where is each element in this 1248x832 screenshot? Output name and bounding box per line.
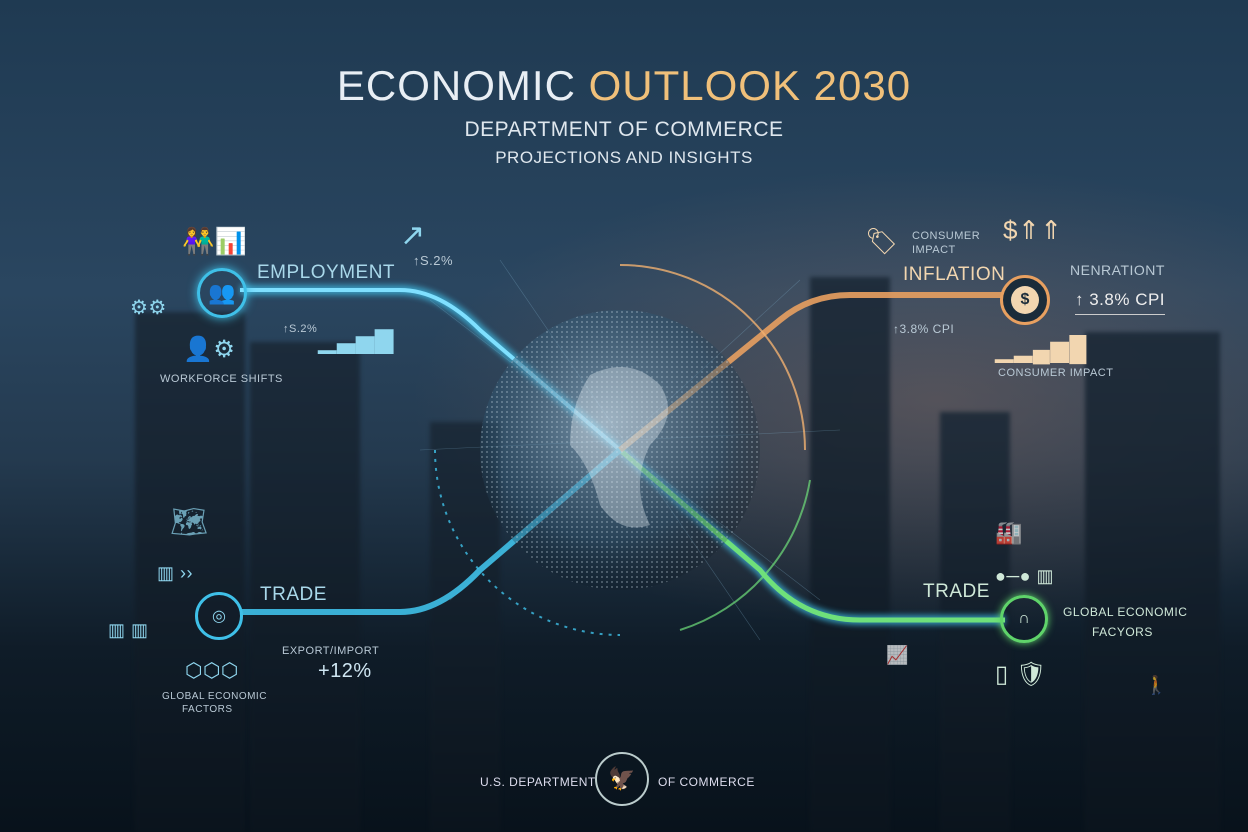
inflation-node: $ bbox=[1000, 275, 1050, 325]
employment-value: ↑S.2% bbox=[283, 323, 318, 335]
trade-left-node: ◎ bbox=[195, 592, 243, 640]
trade-right-node: ∩ bbox=[1000, 595, 1048, 643]
person-gear-icon: 👤⚙ bbox=[183, 336, 236, 363]
page-title: ECONOMIC OUTLOOK 2030 bbox=[0, 62, 1248, 110]
tablet-shield-icons: ▯ 🛡 bbox=[995, 661, 1047, 688]
building bbox=[135, 312, 245, 832]
consumer-impact-line1: CONSUMER bbox=[912, 230, 981, 242]
line-chart-icon: 📈 bbox=[886, 645, 909, 665]
building bbox=[1085, 332, 1220, 832]
inflation-value: ↑3.8% CPI bbox=[893, 322, 955, 336]
trade-left-band bbox=[240, 447, 622, 615]
trade-right-caption-2: FACYORS bbox=[1092, 625, 1153, 639]
inflation-side-value: ↑ 3.8% CPI bbox=[1075, 290, 1166, 315]
price-tag-icon: 🏷 bbox=[865, 226, 899, 256]
employment-label: EMPLOYMENT bbox=[257, 262, 396, 283]
inflation-side-title: NENRATIONT bbox=[1070, 262, 1165, 278]
inflation-band bbox=[618, 292, 1005, 453]
trade-right-band bbox=[618, 448, 1005, 623]
trade-right-caption-1: GLOBAL ECONOMIC bbox=[1063, 605, 1188, 619]
rising-bar-chart-icon: ▁▂▄▆█ bbox=[995, 336, 1087, 363]
department-seal-icon: 🦅 bbox=[595, 752, 649, 806]
arc bbox=[619, 264, 806, 451]
consumer-impact-line2: IMPACT bbox=[912, 244, 956, 256]
export-import-value: +12% bbox=[318, 660, 372, 682]
trade-left-caption-2: FACTORS bbox=[182, 704, 233, 715]
globe-icon: ◎ bbox=[212, 608, 226, 625]
shield-hexagon-icons: ⬡⬡⬡ bbox=[185, 660, 239, 682]
workforce-caption: WORKFORCE SHIFTS bbox=[160, 373, 283, 385]
magnet-icon: ∩ bbox=[1018, 610, 1030, 627]
footer-left: U.S. DEPARTMENT bbox=[480, 775, 596, 789]
consumer-impact-caption: CONSUMER IMPACT bbox=[998, 367, 1114, 379]
people-icon: 👥 bbox=[208, 280, 236, 305]
world-map-icon: 🗺 bbox=[170, 506, 209, 539]
footer-right: OF COMMERCE bbox=[658, 775, 755, 789]
employment-node: 👥 bbox=[197, 268, 247, 318]
container-icon: ▥ ›› bbox=[157, 563, 193, 583]
trade-right-label: TRADE bbox=[923, 581, 990, 602]
workers-chart-icon: 👫📊 bbox=[182, 226, 248, 256]
container-icon: ●─● ▥ bbox=[995, 566, 1055, 586]
building bbox=[250, 342, 360, 832]
bar-chart-icon: ▁▃▅▇ bbox=[318, 327, 394, 354]
title-accent: OUTLOOK 2030 bbox=[588, 62, 912, 109]
person-icon: 🚶 bbox=[1145, 675, 1168, 695]
inflation-label: INFLATION bbox=[903, 264, 1006, 285]
containers-icon: ▥ ▥ bbox=[108, 620, 149, 640]
factory-icon: 🏭 bbox=[995, 520, 1023, 545]
trade-left-caption-1: GLOBAL ECONOMIC bbox=[162, 691, 267, 702]
trade-left-label: TRADE bbox=[260, 584, 327, 605]
dollar-icon: $ bbox=[1011, 286, 1039, 314]
title-part: ECONOMIC bbox=[336, 62, 589, 109]
tagline: PROJECTIONS AND INSIGHTS bbox=[495, 148, 753, 167]
employment-chart-value: ↑S.2% bbox=[413, 253, 454, 268]
building bbox=[810, 277, 890, 832]
trend-chart-icon: ↗ bbox=[400, 219, 426, 252]
dollar-arrows-icon: $⇑⇑ bbox=[1003, 215, 1063, 245]
gear-icon: ⚙⚙ bbox=[130, 297, 167, 319]
continent bbox=[570, 367, 668, 528]
export-import-label: EXPORT/IMPORT bbox=[282, 645, 380, 657]
subtitle: DEPARTMENT OF COMMERCE bbox=[464, 118, 784, 141]
